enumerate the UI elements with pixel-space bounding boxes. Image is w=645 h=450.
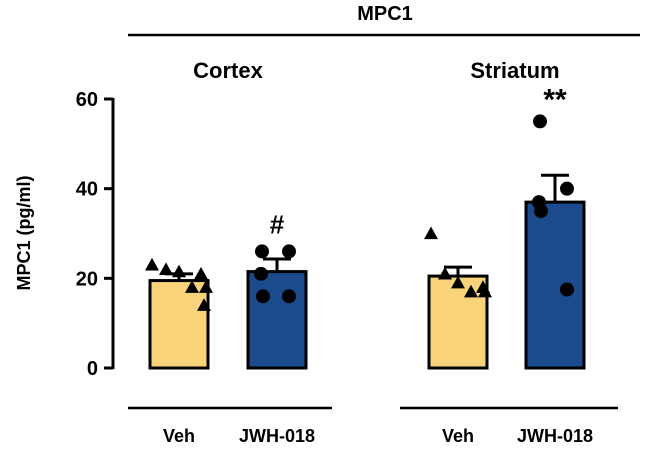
x-label-striatum-veh: Veh [442,426,474,446]
point-cortex-veh-5 [199,280,213,293]
y-tick-label-20: 20 [76,268,98,290]
point-striatum-jwh018-0 [533,114,547,129]
bar-striatum-jwh018 [524,200,586,370]
point-cortex-jwh018-4 [282,289,296,304]
point-cortex-jwh018-1 [282,244,296,259]
point-cortex-veh-0 [145,257,159,271]
points-layer [145,114,574,311]
point-cortex-jwh018-2 [254,266,268,281]
annotation-striatum-jwh018: ** [543,83,567,116]
x-label-cortex-veh: Veh [163,426,195,446]
annotations-layer: # ** [270,83,567,239]
x-label-striatum-jwh: JWH-018 [517,426,593,446]
point-striatum-jwh018-1 [560,181,574,196]
bar-cortex-veh [148,279,210,370]
point-cortex-jwh018-3 [256,289,270,304]
point-cortex-jwh018-0 [255,244,269,259]
chart-title: MPC1 [357,3,413,25]
annotation-cortex-jwh018: # [270,209,285,239]
y-tick-label-60: 60 [76,89,98,111]
point-cortex-veh-3 [185,280,199,293]
point-striatum-veh-3 [464,284,478,298]
y-axis-label: MPC1 (pg/ml) [14,175,34,290]
point-cortex-veh-1 [159,262,173,275]
bars-layer [148,173,586,370]
point-striatum-veh-5 [478,284,492,298]
x-label-cortex-jwh: JWH-018 [239,426,315,446]
group-label-striatum: Striatum [470,58,559,83]
point-cortex-veh-2 [172,264,186,278]
y-tick-label-0: 0 [87,358,98,380]
y-axis-ticks: 0 20 40 60 [76,89,113,380]
point-cortex-veh-4 [197,298,211,311]
point-striatum-veh-1 [438,266,452,280]
point-cortex-veh-6 [194,266,208,280]
point-striatum-jwh018-4 [560,282,574,297]
y-tick-label-40: 40 [76,179,98,201]
group-label-cortex: Cortex [193,58,263,83]
point-striatum-veh-2 [451,275,465,289]
bar-cortex-jwh018 [246,270,308,370]
point-striatum-veh-0 [424,226,438,240]
point-striatum-jwh018-3 [534,204,548,219]
